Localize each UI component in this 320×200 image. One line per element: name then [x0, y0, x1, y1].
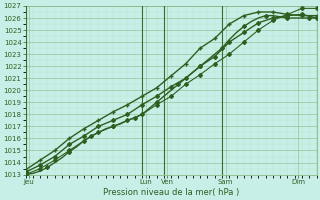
X-axis label: Pression niveau de la mer( hPa ): Pression niveau de la mer( hPa ) — [103, 188, 239, 197]
